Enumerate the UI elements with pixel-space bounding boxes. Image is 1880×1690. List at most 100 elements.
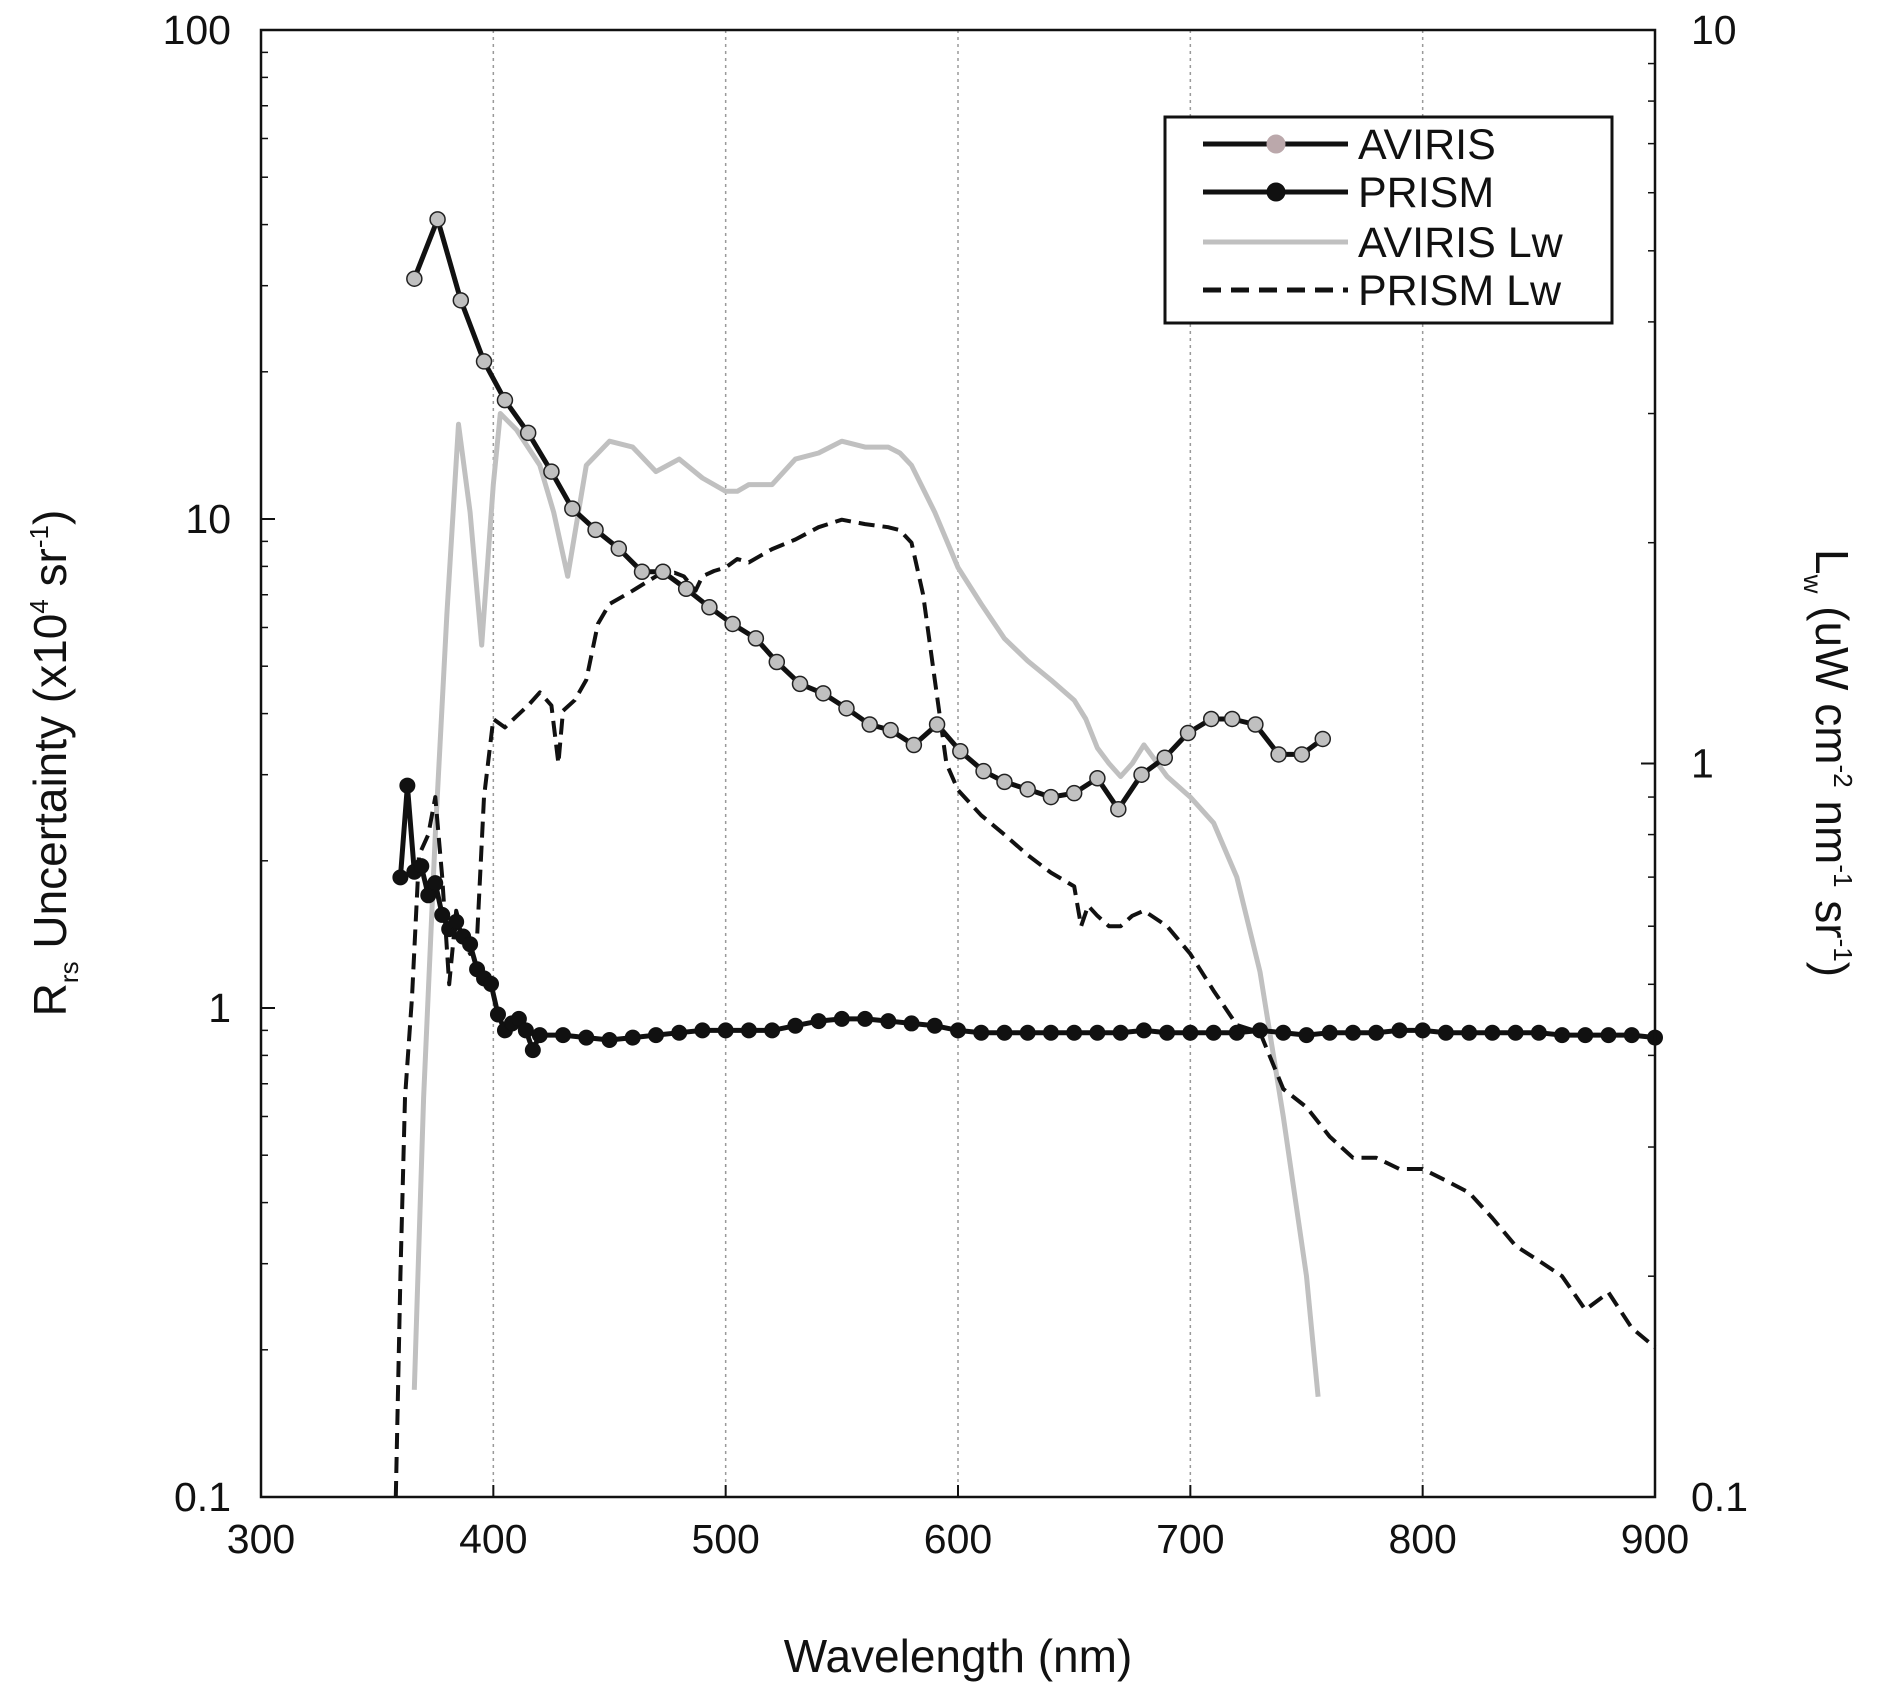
legend-marker-prism — [1266, 182, 1286, 202]
y-left-mid: sr — [24, 548, 76, 599]
point-aviris — [1019, 781, 1036, 798]
point-prism — [462, 936, 479, 953]
point-aviris — [1270, 746, 1287, 763]
point-prism — [764, 1022, 781, 1039]
x-axis-title: Wavelength (nm) — [784, 1630, 1133, 1682]
point-prism — [1252, 1022, 1269, 1039]
legend-item-aviris-lw: AVIRIS Lw — [1203, 219, 1564, 267]
point-prism — [1298, 1027, 1315, 1044]
y-left-main: R — [24, 983, 76, 1016]
y-left-exp1: 4 — [24, 599, 54, 613]
point-aviris — [406, 270, 423, 287]
y-axis-title-left: Rrs Uncertainty (x104 sr-1) — [24, 510, 84, 1017]
point-aviris — [724, 615, 741, 633]
point-prism — [787, 1017, 804, 1034]
point-prism — [1600, 1027, 1617, 1044]
point-prism — [857, 1010, 874, 1027]
y-right-rest: (uW cm — [1806, 593, 1858, 764]
point-prism — [399, 777, 416, 794]
point-prism — [1484, 1024, 1501, 1041]
point-prism — [1554, 1027, 1571, 1044]
y-right-close: ) — [1806, 962, 1858, 977]
point-prism — [694, 1022, 711, 1039]
legend-marker-aviris — [1266, 134, 1286, 154]
y-right-main: L — [1806, 549, 1858, 575]
y-right-exp2: -1 — [1828, 864, 1858, 887]
point-aviris — [1042, 788, 1060, 806]
legend-label-aviris-lw: AVIRIS Lw — [1358, 219, 1564, 267]
point-prism — [427, 875, 444, 892]
point-prism — [1530, 1024, 1547, 1041]
y-right-tick-label-10: 10 — [1691, 7, 1737, 53]
point-aviris — [791, 675, 809, 693]
point-prism — [524, 1042, 541, 1059]
y-right-sub: w — [1798, 574, 1828, 594]
x-tick-label-900: 900 — [1621, 1516, 1689, 1562]
point-prism — [1066, 1024, 1083, 1041]
point-aviris — [814, 685, 832, 702]
point-aviris — [610, 540, 628, 557]
point-prism — [624, 1029, 641, 1046]
x-tick-label-700: 700 — [1156, 1516, 1224, 1562]
y-left-sub: rs — [54, 961, 84, 983]
point-aviris — [905, 736, 923, 754]
point-aviris — [1314, 730, 1332, 748]
y-left-rest: Uncertainty (x10 — [24, 614, 76, 962]
point-prism — [1414, 1022, 1431, 1039]
y-right-mid2: sr — [1806, 887, 1858, 938]
point-aviris — [768, 653, 786, 671]
point-aviris — [543, 463, 560, 480]
point-prism — [489, 1006, 506, 1023]
point-aviris — [747, 630, 765, 647]
y-right-exp3: -1 — [1828, 939, 1858, 962]
point-aviris — [1179, 724, 1197, 742]
point-aviris — [952, 743, 969, 760]
point-prism — [926, 1017, 943, 1034]
y-axis-title-right: Lw (uW cm-2 nm-1 sr-1) — [1798, 549, 1858, 977]
point-prism — [1112, 1024, 1129, 1041]
point-prism — [810, 1013, 827, 1030]
point-prism — [996, 1024, 1013, 1041]
point-prism — [510, 1010, 527, 1027]
series-line-aviris-lw — [411, 411, 1321, 1397]
point-prism — [740, 1022, 757, 1039]
legend-item-aviris: AVIRIS — [1203, 121, 1496, 169]
point-prism — [1437, 1024, 1454, 1041]
x-tick-label-800: 800 — [1388, 1516, 1456, 1562]
point-prism — [717, 1022, 734, 1039]
point-aviris — [1247, 716, 1264, 733]
legend-label-aviris: AVIRIS — [1358, 121, 1496, 169]
x-tick-label-300: 300 — [227, 1516, 295, 1562]
y-left-tick-label-1: 1 — [208, 985, 231, 1031]
point-prism — [833, 1010, 850, 1027]
point-prism — [531, 1027, 548, 1044]
point-prism — [1182, 1024, 1199, 1041]
point-aviris — [654, 563, 672, 581]
point-prism — [578, 1029, 595, 1046]
legend: AVIRIS PRISM AVIRIS Lw PRISM Lw — [1163, 115, 1614, 325]
point-prism — [671, 1024, 688, 1041]
point-prism — [1321, 1024, 1338, 1041]
point-prism — [1507, 1024, 1524, 1041]
tick-marks — [260, 29, 1656, 1498]
point-prism — [434, 906, 451, 923]
point-prism — [1019, 1024, 1036, 1041]
point-aviris — [975, 762, 992, 780]
point-prism — [413, 858, 430, 875]
point-aviris — [928, 716, 946, 733]
point-prism — [950, 1022, 966, 1039]
series-layer — [392, 211, 1663, 1498]
point-prism — [903, 1015, 920, 1032]
point-aviris — [475, 353, 493, 370]
point-aviris — [564, 500, 581, 517]
y-right-tick-label-0.1: 0.1 — [1691, 1474, 1748, 1520]
point-aviris — [519, 424, 537, 442]
point-aviris — [429, 211, 446, 228]
point-aviris — [838, 700, 855, 717]
legend-label-prism: PRISM — [1358, 169, 1494, 217]
y-left-tick-label-100: 100 — [163, 7, 231, 53]
point-prism — [1275, 1024, 1292, 1041]
legend-item-prism-lw: PRISM Lw — [1203, 267, 1562, 315]
